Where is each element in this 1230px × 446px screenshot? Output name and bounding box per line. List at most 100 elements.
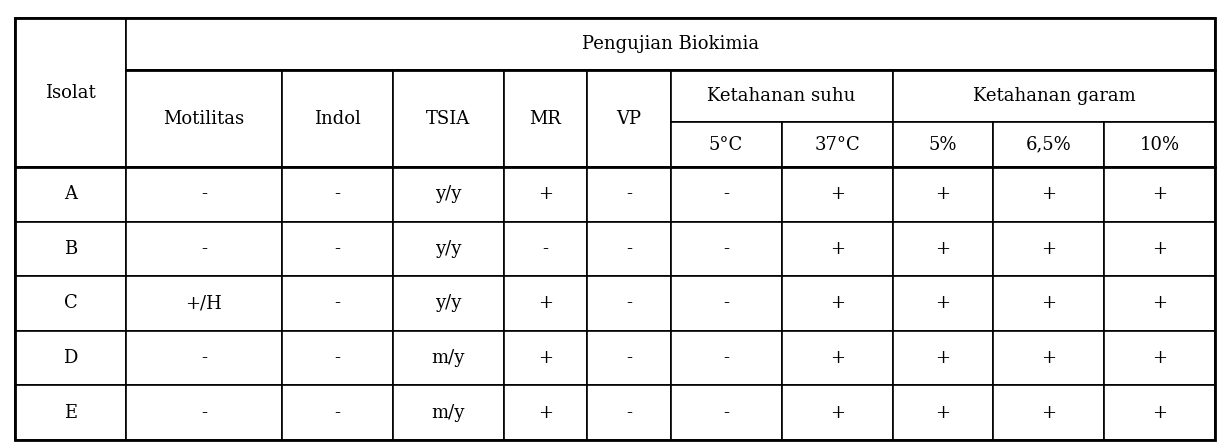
Text: -: - bbox=[626, 240, 632, 258]
Text: -: - bbox=[335, 349, 341, 367]
Text: B: B bbox=[64, 240, 77, 258]
Text: +: + bbox=[830, 349, 845, 367]
Bar bbox=[504, 331, 587, 385]
Bar bbox=[282, 385, 392, 440]
Bar bbox=[993, 331, 1103, 385]
Text: VP: VP bbox=[616, 110, 641, 128]
Bar bbox=[893, 122, 993, 167]
Text: +: + bbox=[1153, 294, 1167, 313]
Bar bbox=[15, 385, 127, 440]
Text: C: C bbox=[64, 294, 77, 313]
Text: +: + bbox=[935, 404, 951, 422]
Bar bbox=[1103, 385, 1215, 440]
Text: m/y: m/y bbox=[432, 404, 465, 422]
Bar bbox=[504, 276, 587, 331]
Text: +: + bbox=[538, 294, 554, 313]
Bar bbox=[587, 167, 670, 222]
Bar bbox=[504, 70, 587, 167]
Bar bbox=[893, 331, 993, 385]
Text: MR: MR bbox=[530, 110, 561, 128]
Bar bbox=[993, 276, 1103, 331]
Bar bbox=[782, 331, 893, 385]
Text: +: + bbox=[830, 404, 845, 422]
Bar bbox=[893, 70, 1215, 122]
Text: +: + bbox=[1153, 349, 1167, 367]
Text: -: - bbox=[335, 294, 341, 313]
Bar bbox=[127, 331, 282, 385]
Bar bbox=[893, 222, 993, 276]
Bar bbox=[15, 331, 127, 385]
Text: -: - bbox=[200, 404, 207, 422]
Bar bbox=[670, 70, 893, 122]
Text: +: + bbox=[1153, 404, 1167, 422]
Bar bbox=[504, 167, 587, 222]
Bar bbox=[127, 70, 282, 167]
Bar bbox=[893, 167, 993, 222]
Bar bbox=[782, 276, 893, 331]
Text: -: - bbox=[723, 294, 729, 313]
Bar bbox=[993, 385, 1103, 440]
Text: -: - bbox=[335, 404, 341, 422]
Text: +: + bbox=[935, 349, 951, 367]
Bar bbox=[282, 276, 392, 331]
Bar bbox=[15, 222, 127, 276]
Bar bbox=[1103, 167, 1215, 222]
Text: +: + bbox=[1041, 349, 1055, 367]
Bar bbox=[504, 222, 587, 276]
Bar bbox=[392, 70, 504, 167]
Bar bbox=[392, 331, 504, 385]
Text: -: - bbox=[626, 185, 632, 203]
Text: +/H: +/H bbox=[186, 294, 223, 313]
Text: 5%: 5% bbox=[929, 136, 957, 153]
Text: +: + bbox=[1153, 185, 1167, 203]
Bar bbox=[392, 167, 504, 222]
Text: +: + bbox=[1153, 240, 1167, 258]
Bar bbox=[670, 222, 782, 276]
Text: +: + bbox=[538, 349, 554, 367]
Text: -: - bbox=[335, 185, 341, 203]
Bar bbox=[670, 122, 782, 167]
Bar bbox=[127, 276, 282, 331]
Text: -: - bbox=[200, 240, 207, 258]
Text: +: + bbox=[830, 294, 845, 313]
Bar bbox=[893, 276, 993, 331]
Bar bbox=[587, 276, 670, 331]
Text: A: A bbox=[64, 185, 77, 203]
Bar bbox=[1103, 331, 1215, 385]
Text: -: - bbox=[542, 240, 549, 258]
Text: +: + bbox=[935, 294, 951, 313]
Text: -: - bbox=[723, 240, 729, 258]
Bar bbox=[1103, 276, 1215, 331]
Text: 6,5%: 6,5% bbox=[1026, 136, 1071, 153]
Text: y/y: y/y bbox=[435, 294, 461, 313]
Text: -: - bbox=[200, 185, 207, 203]
Text: -: - bbox=[335, 240, 341, 258]
Text: Ketahanan garam: Ketahanan garam bbox=[973, 87, 1135, 105]
Text: Indol: Indol bbox=[314, 110, 360, 128]
Bar bbox=[587, 222, 670, 276]
Bar bbox=[670, 385, 782, 440]
Text: +: + bbox=[538, 185, 554, 203]
Text: +: + bbox=[830, 240, 845, 258]
Text: Ketahanan suhu: Ketahanan suhu bbox=[707, 87, 856, 105]
Bar bbox=[504, 385, 587, 440]
Text: TSIA: TSIA bbox=[427, 110, 470, 128]
Text: Pengujian Biokimia: Pengujian Biokimia bbox=[582, 35, 759, 53]
Bar bbox=[670, 276, 782, 331]
Bar bbox=[282, 70, 392, 167]
Bar bbox=[587, 70, 670, 167]
Text: -: - bbox=[723, 349, 729, 367]
Bar bbox=[670, 167, 782, 222]
Text: D: D bbox=[64, 349, 77, 367]
Text: m/y: m/y bbox=[432, 349, 465, 367]
Bar bbox=[993, 122, 1103, 167]
Text: +: + bbox=[935, 240, 951, 258]
Text: -: - bbox=[626, 294, 632, 313]
Bar bbox=[282, 222, 392, 276]
Text: -: - bbox=[200, 349, 207, 367]
Bar bbox=[127, 18, 1215, 70]
Bar bbox=[1103, 122, 1215, 167]
Bar bbox=[993, 167, 1103, 222]
Bar bbox=[127, 385, 282, 440]
Text: +: + bbox=[935, 185, 951, 203]
